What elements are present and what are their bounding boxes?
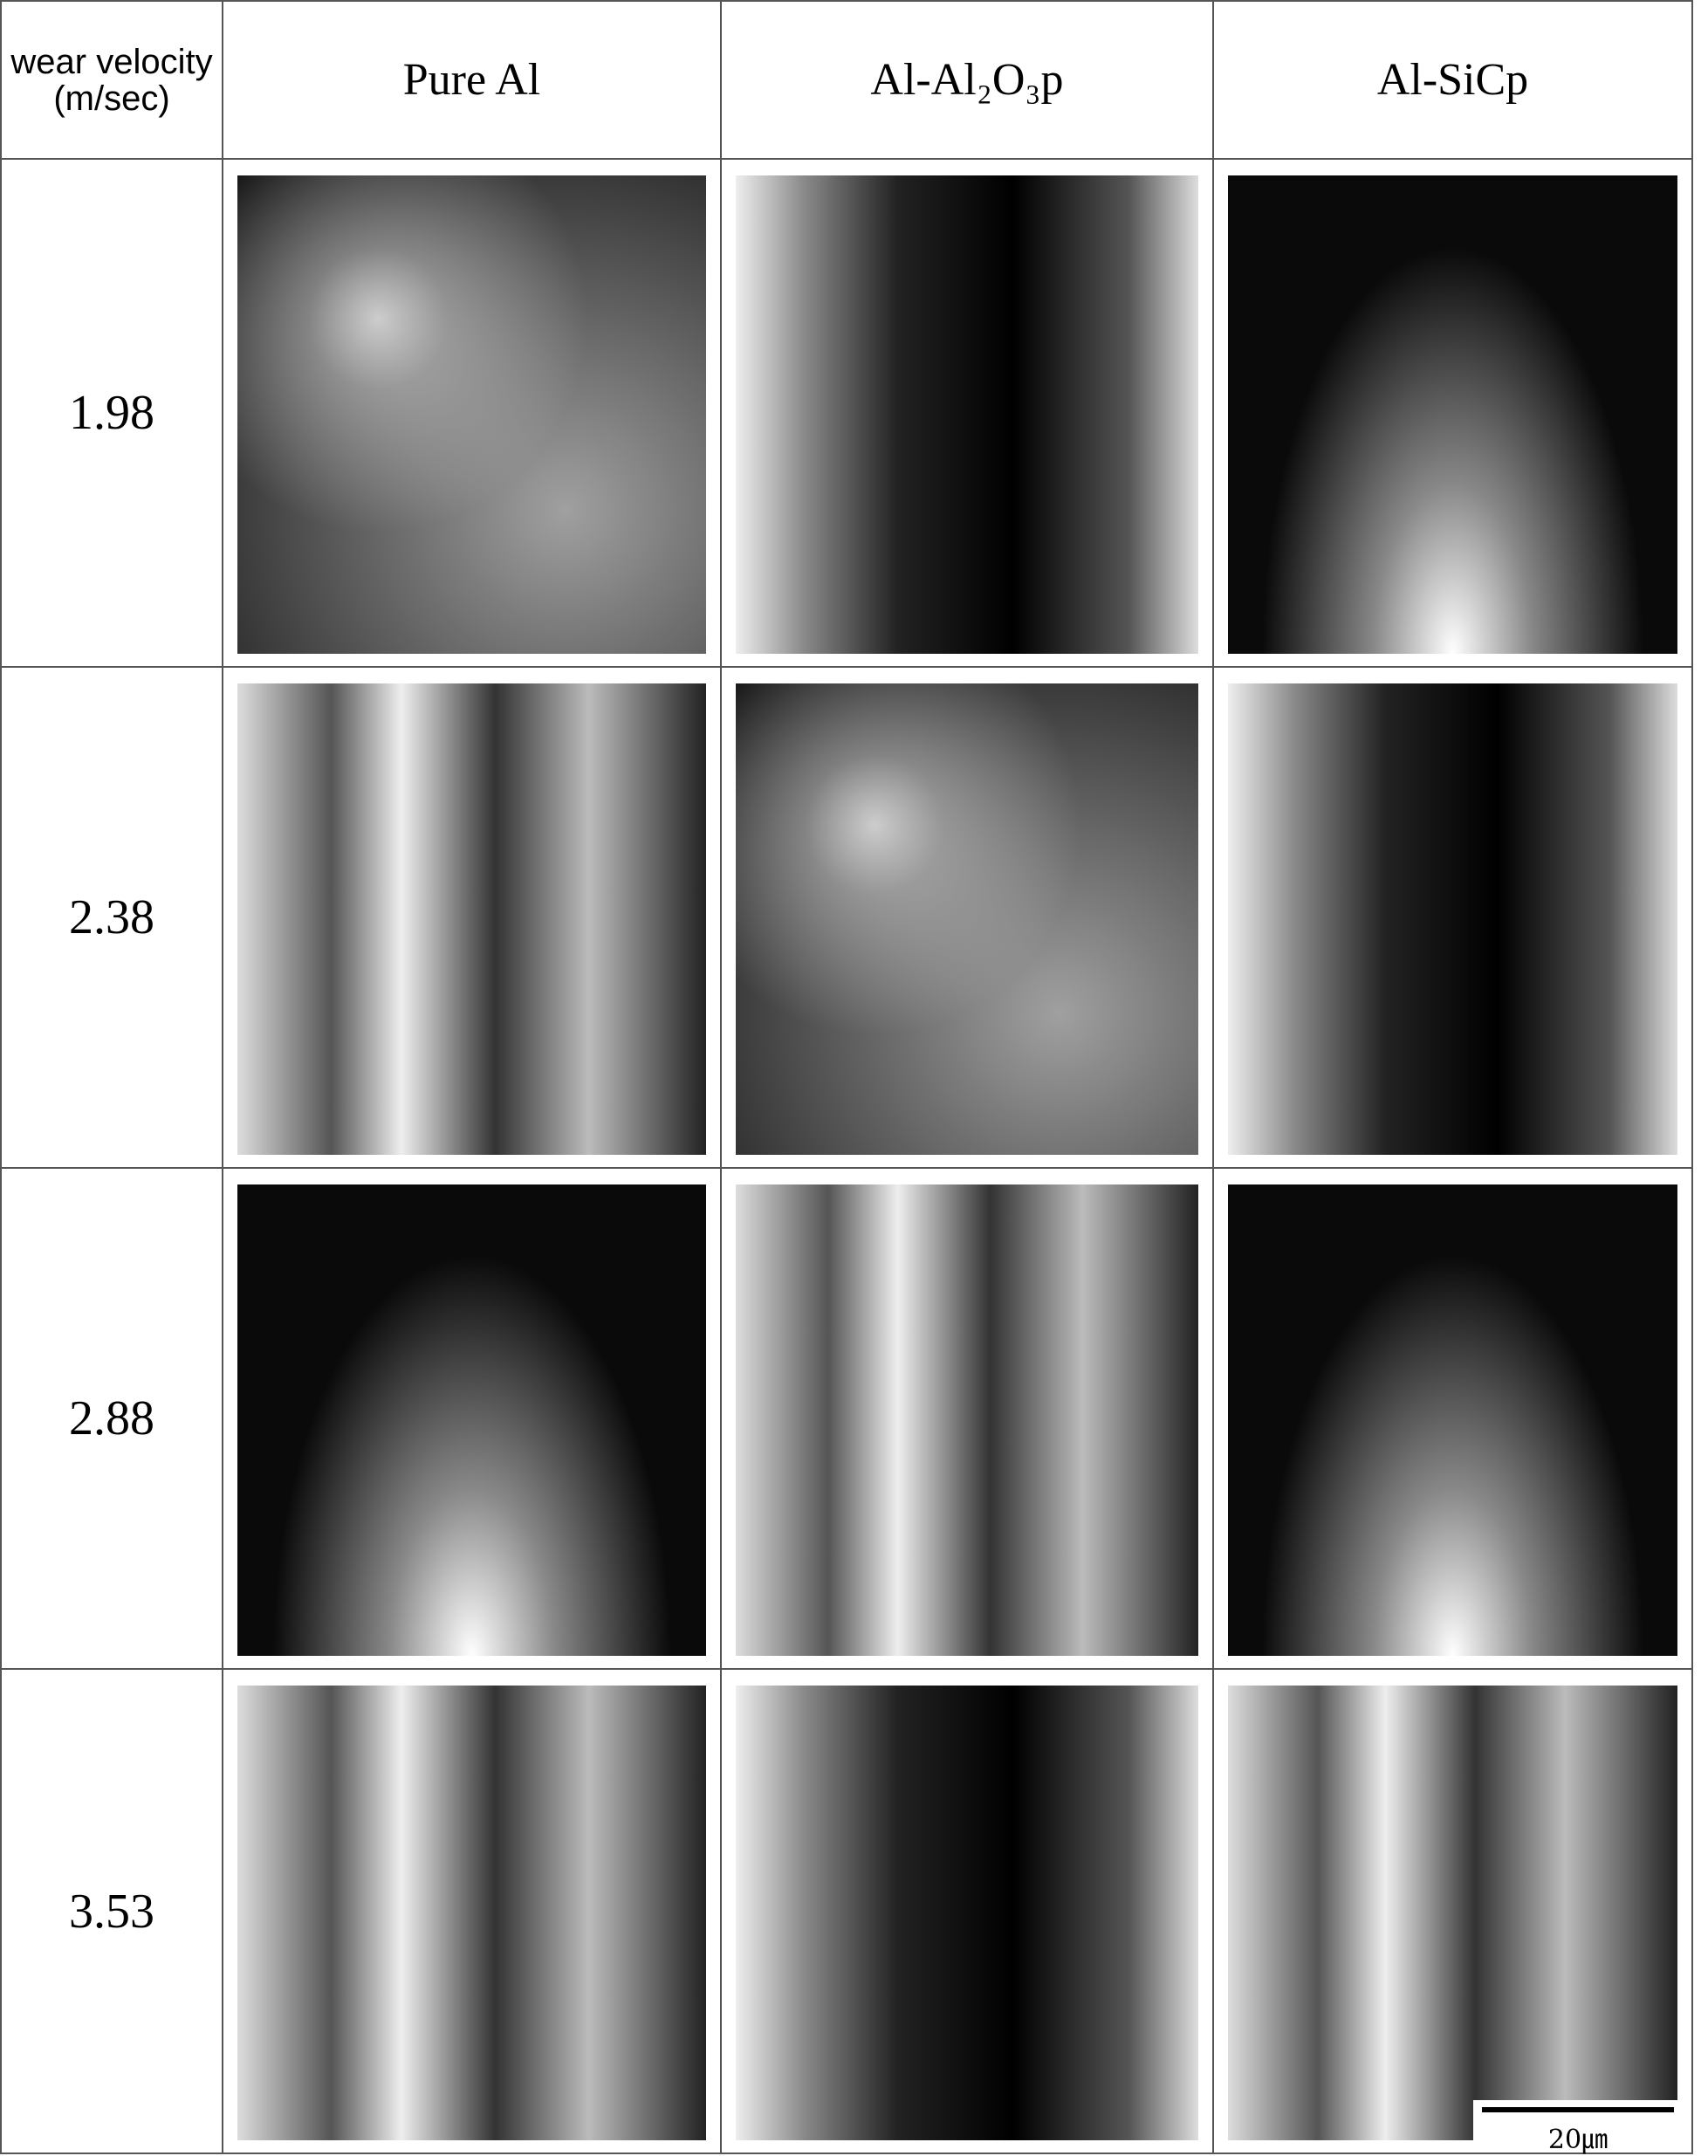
cell (720, 1167, 1214, 1670)
cell (720, 158, 1214, 668)
sem-image (237, 175, 706, 654)
row: 2.88 (0, 1167, 1693, 1670)
cell (1212, 666, 1693, 1169)
cell (720, 666, 1214, 1169)
velocity: 3.53 (0, 1668, 223, 2154)
sem-image (237, 1686, 706, 2140)
scale-line (1482, 2107, 1674, 2112)
scale-label: 20㎛ (1547, 2125, 1609, 2155)
header-cell: wear velocity (m/sec) (0, 0, 223, 160)
sem-image (1228, 1184, 1677, 1656)
row: 3.53 20㎛ (0, 1668, 1693, 2155)
scale-bar: 20㎛ (1473, 2100, 1683, 2155)
sem-image (237, 683, 706, 1155)
sem-image (736, 1184, 1198, 1656)
header-cell: Al-SiCp (1212, 0, 1693, 160)
sem-image (1228, 1686, 1677, 2140)
cell: 20㎛ (1212, 1668, 1693, 2155)
velocity: 2.88 (0, 1167, 223, 1670)
row: 1.98 (0, 158, 1693, 668)
velocity: 1.98 (0, 158, 223, 668)
velocity: 2.38 (0, 666, 223, 1169)
sem-image (736, 175, 1198, 654)
sem-image (1228, 175, 1677, 654)
cell (1212, 158, 1693, 668)
sem-image (736, 1686, 1198, 2140)
cell (720, 1668, 1214, 2154)
cell (222, 666, 722, 1169)
row: 2.38 (0, 666, 1693, 1169)
header-cell: Pure Al (222, 0, 722, 160)
cell (222, 1668, 722, 2154)
header-cell: Al-Al₂O₃p (720, 0, 1214, 160)
sem-image (736, 683, 1198, 1155)
cell (222, 158, 722, 668)
header-row: wear velocity (m/sec) Pure Al Al-Al₂O₃p … (0, 0, 1693, 160)
sem-image (237, 1184, 706, 1656)
cell (1212, 1167, 1693, 1670)
sem-image (1228, 683, 1677, 1155)
cell (222, 1167, 722, 1670)
